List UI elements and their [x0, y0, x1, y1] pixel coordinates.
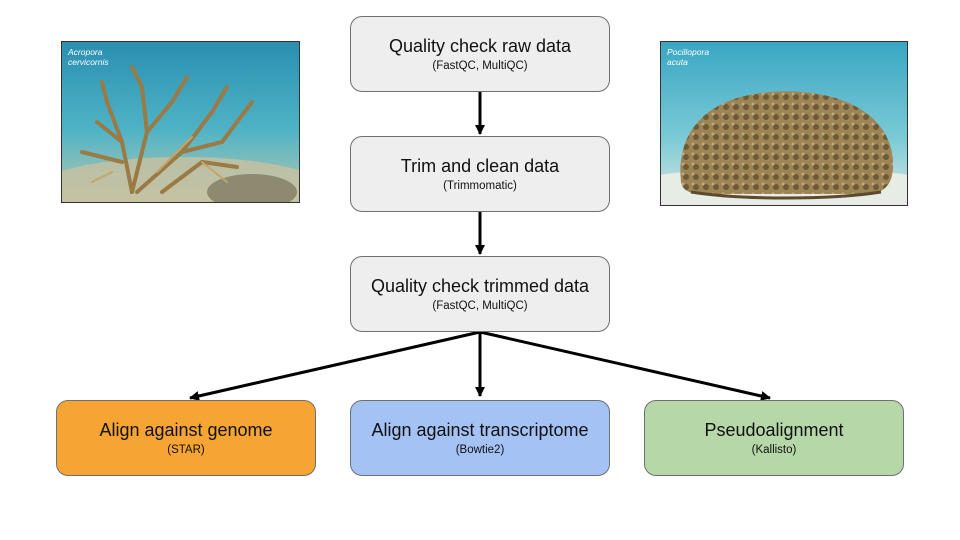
step-tools: (Trimmomatic) — [443, 179, 517, 192]
caption-line-2: acuta — [667, 57, 688, 67]
step-title: Align against genome — [99, 419, 273, 440]
step-trim: Trim and clean data (Trimmomatic) — [350, 136, 610, 212]
step-align-genome: Align against genome (STAR) — [56, 400, 316, 476]
step-tools: (STAR) — [167, 443, 205, 456]
step-pseudoalignment: Pseudoalignment (Kallisto) — [644, 400, 904, 476]
step-title: Align against transcriptome — [371, 419, 589, 440]
caption-line-2: cervicornis — [68, 57, 109, 67]
caption-line-1: Acropora — [68, 47, 103, 57]
step-qc-trimmed: Quality check trimmed data (FastQC, Mult… — [350, 256, 610, 332]
arrow-qc-trimmed-to-pseudoalignment — [479, 330, 771, 401]
step-title: Quality check raw data — [388, 35, 572, 56]
acropora-caption: Acropora cervicornis — [68, 47, 138, 67]
step-tools: (FastQC, MultiQC) — [432, 299, 528, 312]
pocillopora-photo: Pocillopora acuta — [660, 41, 908, 206]
branching-coral-illustration — [62, 42, 299, 202]
pocillopora-caption: Pocillopora acuta — [667, 47, 737, 67]
step-align-transcriptome: Align against transcriptome (Bowtie2) — [350, 400, 610, 476]
step-title: Pseudoalignment — [704, 419, 844, 440]
arrow-qc-trimmed-to-align-genome — [189, 330, 481, 401]
mound-coral-illustration — [661, 42, 907, 205]
step-tools: (Kallisto) — [751, 443, 797, 456]
acropora-photo: Acropora cervicornis — [61, 41, 300, 203]
step-title: Trim and clean data — [400, 155, 560, 176]
step-tools: (FastQC, MultiQC) — [432, 59, 528, 72]
caption-line-1: Pocillopora — [667, 47, 710, 57]
step-tools: (Bowtie2) — [455, 443, 505, 456]
step-title: Quality check trimmed data — [370, 275, 590, 296]
step-qc-raw: Quality check raw data (FastQC, MultiQC) — [350, 16, 610, 92]
